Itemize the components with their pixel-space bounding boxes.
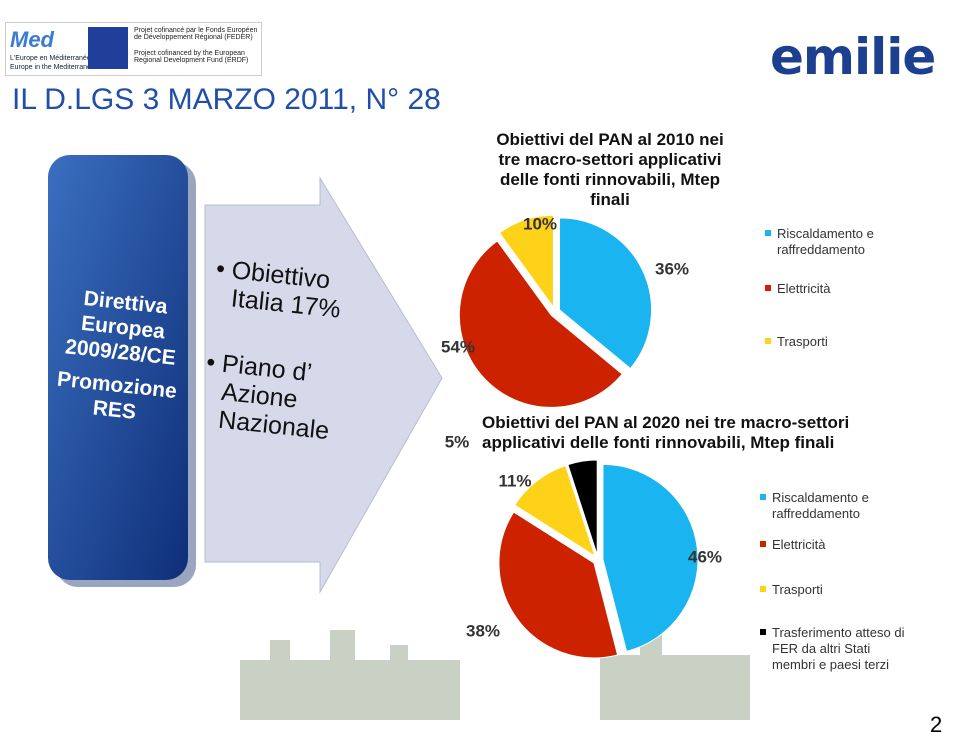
arrow-shape [204, 176, 443, 594]
med-line: Europe in the Mediterranean [10, 64, 99, 71]
legend-label: Riscaldamento e raffreddamento [777, 226, 874, 257]
pie-slice [559, 217, 653, 370]
legend-swatch [760, 586, 766, 592]
data-label: 54% [441, 337, 475, 356]
legend-swatch [760, 541, 766, 547]
data-label: 10% [523, 214, 557, 233]
chart-title: Obiettivi del PAN al 2010 nei tre macro-… [496, 130, 724, 209]
pie-slice [514, 465, 596, 558]
legend-swatch [760, 494, 766, 500]
legend-entry: Trasferimento atteso di FER da altri Sta… [760, 625, 912, 673]
legend-swatch [765, 285, 771, 291]
pie-slice [498, 214, 554, 309]
legend-entry: Elettricità [765, 281, 917, 297]
slide-title: IL D.LGS 3 MARZO 2011, N° 28 [12, 83, 441, 116]
pie-slice [567, 459, 598, 556]
legend-swatch [765, 230, 771, 236]
legend-label: Elettricità [772, 537, 826, 552]
pie-slice [602, 463, 699, 652]
pie-slice [498, 511, 619, 659]
eu-flag [88, 27, 128, 69]
legend-label: Elettricità [777, 281, 831, 296]
arrow-text: • Obiettivo Italia 17% • Piano d’ Azione… [199, 255, 367, 448]
legend-entry: Riscaldamento e raffreddamento [765, 226, 917, 258]
legend-entry: Elettricità [760, 537, 912, 553]
legend-label: Trasporti [777, 334, 828, 349]
box-text: Direttiva Europea 2009/28/CE Promozione … [43, 283, 196, 430]
data-label: 36% [655, 259, 689, 278]
funding-en: Project cofinanced by the European Regio… [134, 50, 249, 64]
med-name: Med [10, 27, 54, 52]
box-line: Direttiva Europea 2009/28/CE [64, 286, 177, 370]
page-number: 2 [930, 712, 943, 733]
blue-box [48, 155, 188, 580]
funding-fr: Projet cofinancé par le Fonds Européen d… [134, 27, 258, 41]
data-label: 11% [498, 471, 531, 490]
legend-label: Riscaldamento e raffreddamento [772, 490, 869, 521]
logo-left: Med L'Europe en Méditerranée Europe in t… [5, 22, 262, 76]
data-label: 46% [688, 547, 722, 566]
legend-label: Trasferimento atteso di FER da altri Sta… [772, 625, 905, 672]
emilie-logo: emilie [770, 28, 936, 86]
legend-entry: Trasporti [760, 582, 912, 598]
bullet-text: Piano d’ Azione Nazionale [217, 349, 331, 446]
legend-swatch [760, 629, 766, 635]
legend-label: Trasporti [772, 582, 823, 597]
med-line: L'Europe en Méditerranée [10, 55, 91, 62]
data-label: 5% [445, 432, 470, 451]
data-label: 38% [466, 621, 500, 640]
legend-entry: Trasporti [765, 334, 917, 350]
city-silhouette [240, 630, 750, 720]
bullet-text: Obiettivo Italia 17% [229, 256, 342, 324]
chart-title: Obiettivi del PAN al 2020 nei tre macro-… [482, 413, 850, 452]
bullet: • Piano d’ Azione Nazionale [204, 348, 331, 446]
legend-entry: Riscaldamento e raffreddamento [760, 490, 912, 522]
legend-swatch [765, 338, 771, 344]
pie-slice [458, 240, 623, 408]
